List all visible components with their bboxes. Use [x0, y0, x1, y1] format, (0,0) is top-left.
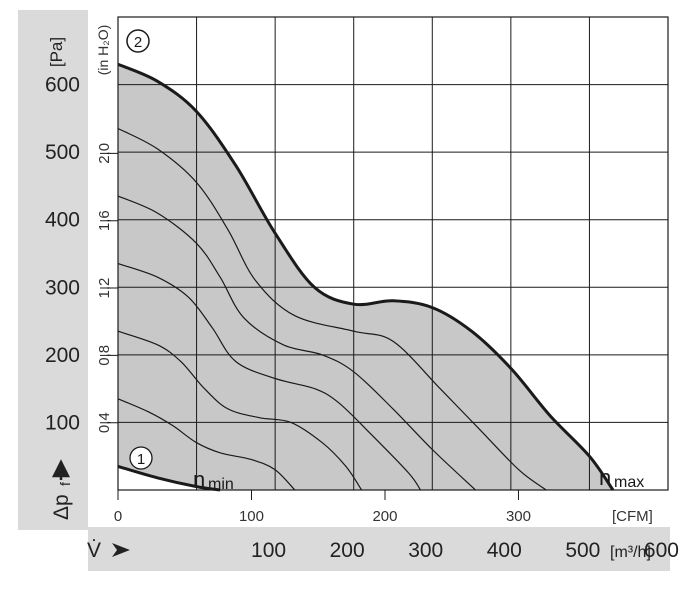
characteristic-curves [117, 62, 615, 492]
y-axis-arrow-icon [51, 459, 71, 480]
plot-frame [117, 16, 669, 491]
x-axis-symbol: V̇ [87, 539, 101, 562]
x-axis-secondary-tick-labels: 0 100 200 300 [114, 490, 531, 525]
y-tick-label: 100 [45, 411, 80, 434]
y-axis-unit: [Pa] [47, 37, 66, 67]
curve-c4 [117, 263, 421, 491]
y-tick-label: 500 [45, 141, 80, 164]
svg-text:max: max [614, 474, 644, 491]
operating-range-area [118, 64, 613, 491]
x-axis-tick-labels: 100 200 300 400 500 600 [251, 539, 679, 562]
y-tick-label: 300 [45, 276, 80, 299]
left-axis-panel [18, 10, 88, 530]
curve-min [117, 464, 221, 492]
x-axis-secondary-unit: [CFM] [612, 508, 653, 525]
y-axis-symbol: Δp [50, 494, 73, 520]
y-tick-label: 600 [45, 74, 80, 97]
x-axis-arrow-icon [112, 543, 130, 557]
x-axis-unit: [m³/h] [610, 544, 651, 561]
svg-text:n: n [193, 467, 205, 492]
svg-text:n: n [599, 465, 611, 490]
x2-tick-label: 200 [372, 508, 397, 525]
nmax-annotation: n max [599, 465, 644, 491]
curve-c3 [117, 330, 363, 491]
y-axis-tick-labels: 100 200 300 400 500 600 [45, 74, 80, 435]
x-tick-label: 200 [330, 539, 365, 562]
y-axis-secondary-unit: (in H₂O) [95, 25, 111, 76]
svg-text:min: min [208, 476, 234, 493]
x-tick-label: 300 [408, 539, 443, 562]
curve-max [117, 62, 615, 491]
svg-text:1: 1 [137, 451, 145, 468]
y-axis-symbol-subscript: f [57, 482, 73, 486]
x-tick-label: 600 [644, 539, 679, 562]
grid [118, 17, 668, 490]
x2-tick-label: 300 [506, 508, 531, 525]
bottom-axis-panel [88, 527, 670, 571]
curve-c6 [117, 127, 547, 491]
x2-tick-label: 0 [114, 508, 122, 525]
x-tick-label: 100 [251, 539, 286, 562]
curve-min-marker: 1 [129, 446, 153, 470]
y-tick-label: 200 [45, 344, 80, 367]
svg-text:2: 2 [134, 34, 142, 51]
curve-max-marker: 2 [126, 29, 150, 53]
y-tick-label: 400 [45, 209, 80, 232]
y-axis-secondary-tick-labels: 0,40,81,21,62,0 [96, 143, 118, 433]
x-tick-label: 500 [565, 539, 600, 562]
nmin-annotation: n min [193, 467, 234, 493]
y-axis-label: Δp f [50, 482, 73, 520]
curve-c2 [117, 398, 296, 491]
x-tick-label: 400 [487, 539, 522, 562]
x2-tick-label: 100 [239, 508, 264, 525]
curve-c5 [117, 195, 476, 491]
